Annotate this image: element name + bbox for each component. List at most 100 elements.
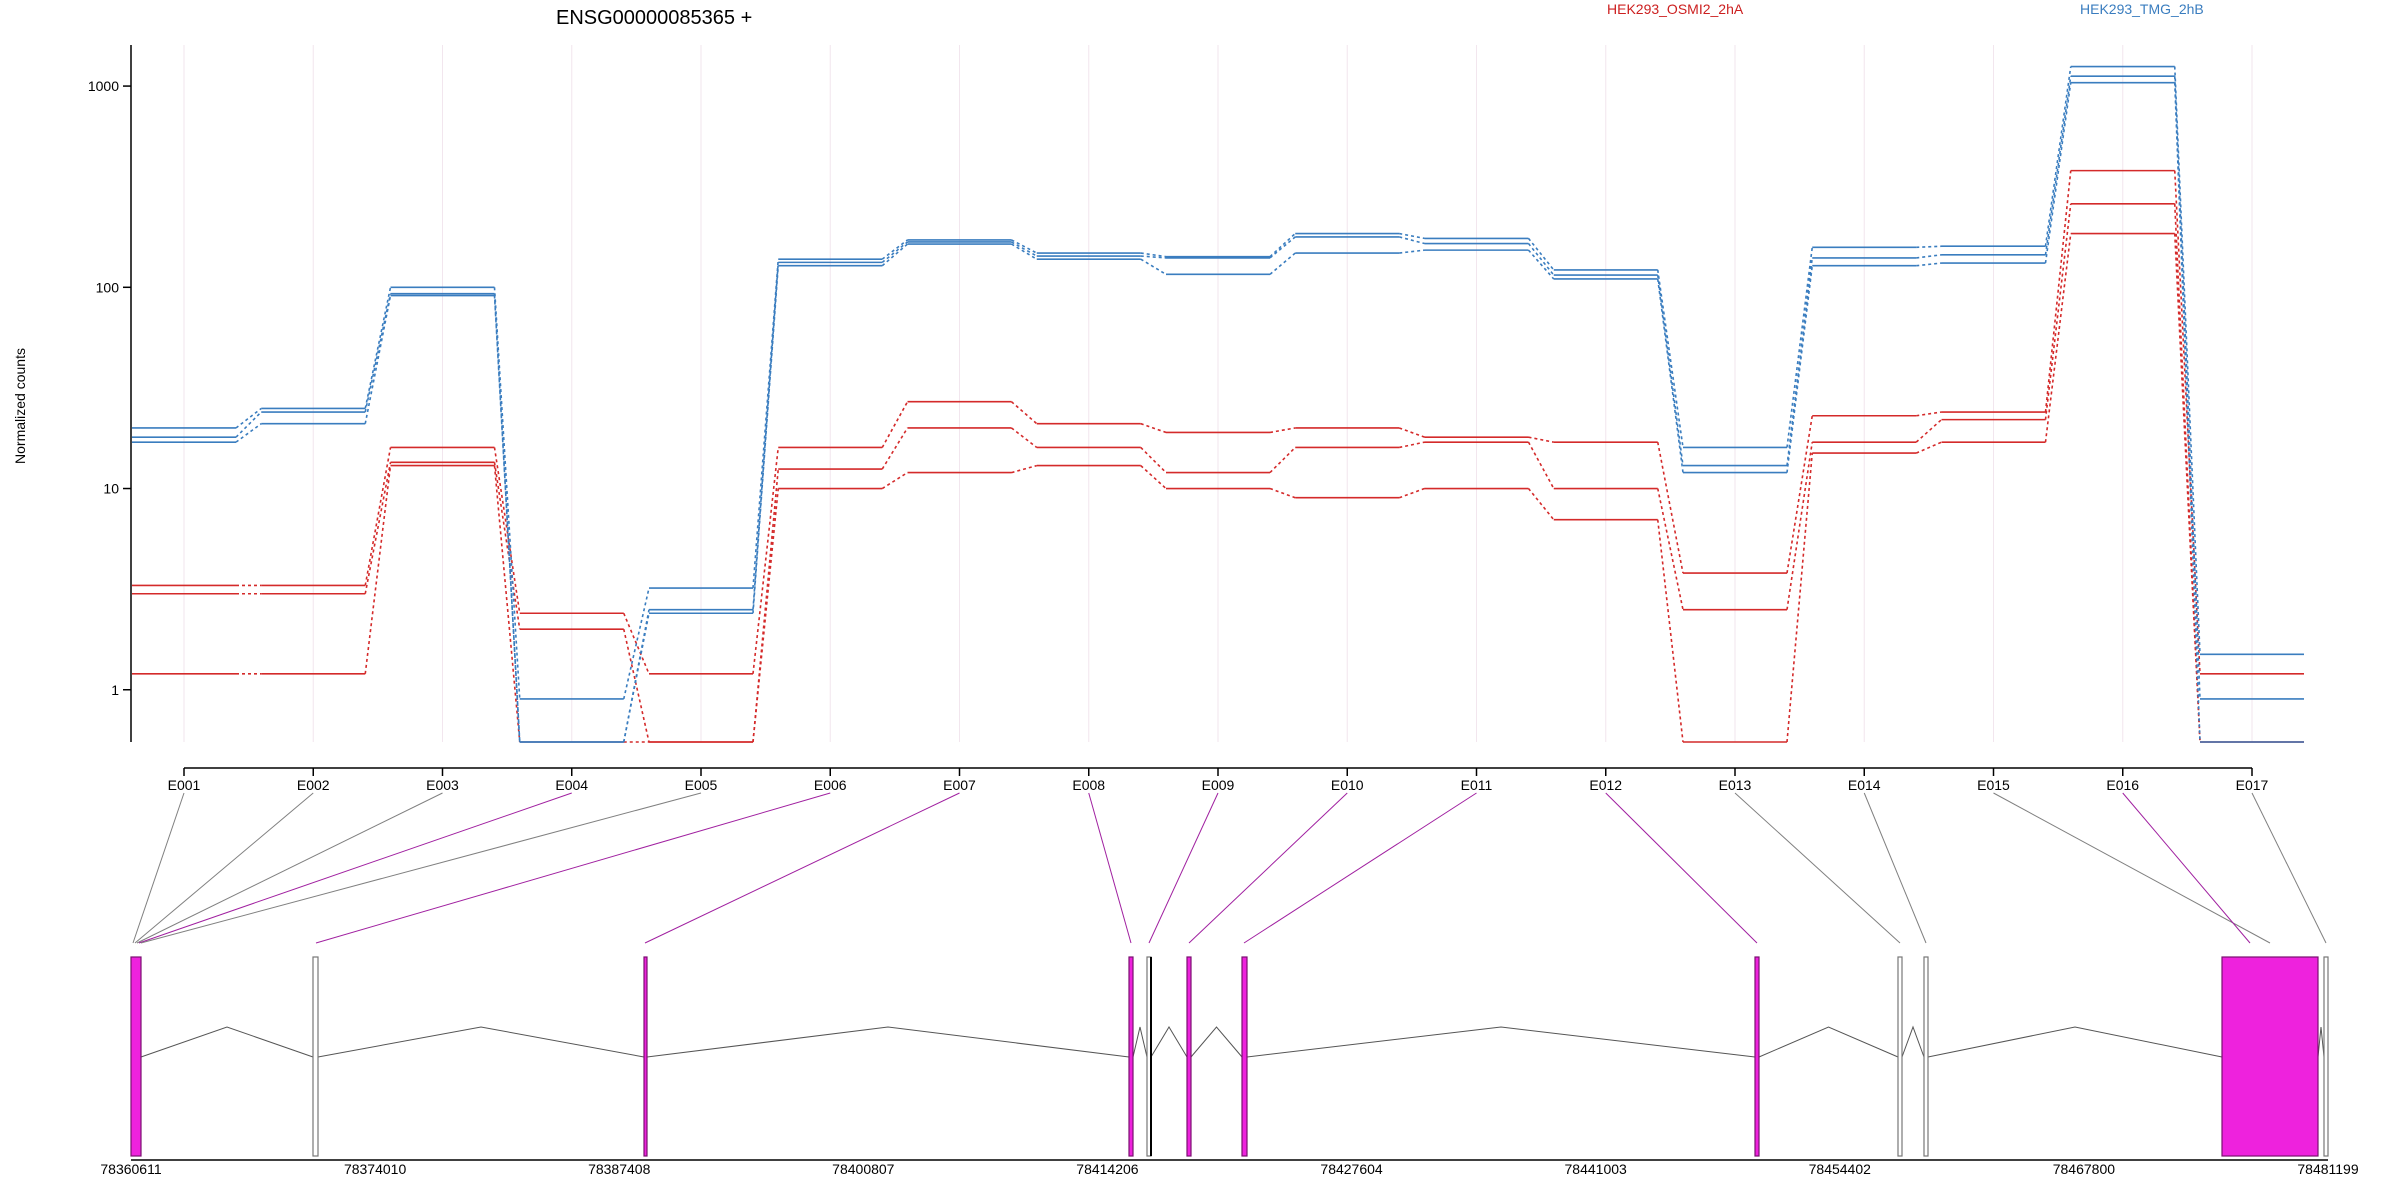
data-connector [1140, 446, 1167, 474]
exon-connector [1188, 792, 1348, 944]
exon-box [312, 956, 319, 1157]
data-connector [752, 468, 780, 743]
data-connector [1527, 243, 1555, 276]
y-tick-label: 10 [103, 481, 119, 497]
data-connector [1140, 252, 1167, 258]
data-connector [622, 587, 650, 700]
genomic-coordinate-label: 78454402 [1809, 1161, 1872, 1177]
data-connector [364, 465, 392, 674]
x-tick-label: E014 [1848, 777, 1881, 793]
exon-connector [315, 792, 831, 944]
x-tick-label: E003 [426, 777, 459, 793]
exon-box [2221, 956, 2319, 1157]
exon-connector [1243, 792, 1477, 944]
x-tick-label: E007 [943, 777, 976, 793]
x-tick-label: E017 [2236, 777, 2269, 793]
data-connector [2173, 233, 2201, 743]
data-connector [2044, 170, 2072, 413]
intron [1246, 1026, 1756, 1058]
data-connector [881, 471, 908, 490]
data-connector [364, 287, 392, 409]
data-connector [1399, 441, 1425, 449]
data-connector [1011, 241, 1038, 257]
gene-model: 78360611 78374010 78387408 78400807 78414206… [100, 956, 2359, 1177]
data-connector [1656, 269, 1684, 448]
genomic-coordinate-label: 78374010 [344, 1161, 407, 1177]
data-connector [235, 407, 262, 429]
data-connector [881, 427, 909, 470]
exon-box-dark [1150, 957, 1152, 1156]
data-connector [1140, 422, 1167, 434]
data-connector [1786, 247, 1814, 448]
data-connector [2044, 76, 2072, 255]
x-tick-label: E006 [814, 777, 847, 793]
data-connector [622, 629, 650, 743]
data-connector [1527, 249, 1555, 280]
exon-connector [2122, 792, 2251, 944]
data-connector [1527, 441, 1555, 489]
data-connector [1269, 427, 1296, 434]
x-tick-label: E005 [685, 777, 718, 793]
intron [1758, 1026, 1899, 1058]
data-connector [1656, 442, 1684, 574]
data-connector [2044, 82, 2072, 264]
exon-connector [1863, 792, 1927, 944]
exon-connector [138, 792, 572, 944]
data-connector [2173, 82, 2201, 743]
data-connector [2173, 66, 2201, 655]
y-tick-label: 1 [111, 682, 119, 698]
data-connector [1916, 245, 1942, 249]
exon-connector [2251, 792, 2327, 944]
data-connector [1399, 232, 1425, 240]
x-gridlines [183, 45, 2253, 742]
exon-box [130, 956, 142, 1157]
chart-title: ENSG00000085365 + [556, 7, 752, 29]
data-connector [1527, 237, 1555, 271]
exon-connector [1088, 792, 1132, 944]
x-tick-label: E012 [1589, 777, 1622, 793]
series-5 [132, 81, 2304, 743]
intron [1190, 1026, 1243, 1058]
x-tick-label: E015 [1977, 777, 2010, 793]
exon-connector [132, 792, 185, 944]
exon-box [2323, 956, 2329, 1157]
x-tick-label: E013 [1719, 777, 1752, 793]
data-connector [2044, 233, 2072, 443]
data-connector [1010, 401, 1038, 425]
data-connector [1786, 415, 1814, 574]
data-connector [622, 613, 650, 743]
intron [1150, 1026, 1188, 1058]
x-tick-label: E009 [1202, 777, 1235, 793]
exon-box [1923, 956, 1929, 1157]
data-connector [752, 262, 780, 610]
data-connector [493, 295, 521, 743]
intron [646, 1026, 1130, 1058]
data-connector [1916, 411, 1942, 417]
data-connector [1916, 254, 1942, 259]
genomic-coordinate-label: 78387408 [588, 1161, 651, 1177]
data-connector [1916, 262, 1942, 267]
x-tick-label: E010 [1331, 777, 1364, 793]
data-connector [881, 243, 909, 267]
genomic-coordinate-label: 78360611 [100, 1161, 161, 1177]
data-connector [364, 295, 392, 424]
exon-connector [134, 792, 314, 944]
data-connector [1269, 252, 1296, 275]
legend-label-tmg: HEK293_TMG_2hB [2080, 1, 2204, 17]
intron [1901, 1025, 1925, 1058]
data-connector [752, 265, 780, 614]
data-connector [1011, 243, 1038, 260]
data-connector [1269, 236, 1296, 259]
x-tick-label: E008 [1072, 777, 1105, 793]
data-connector [1786, 453, 1814, 743]
exon-box [1754, 956, 1760, 1157]
data-connector [1527, 488, 1555, 521]
exon-box [1128, 956, 1134, 1157]
data-connector [493, 465, 521, 743]
exon-box [1897, 956, 1903, 1157]
x-tick-label: E016 [2106, 777, 2139, 793]
exon-box [1241, 956, 1248, 1157]
exon-connector [136, 792, 443, 944]
exon-connector [1993, 792, 2271, 944]
